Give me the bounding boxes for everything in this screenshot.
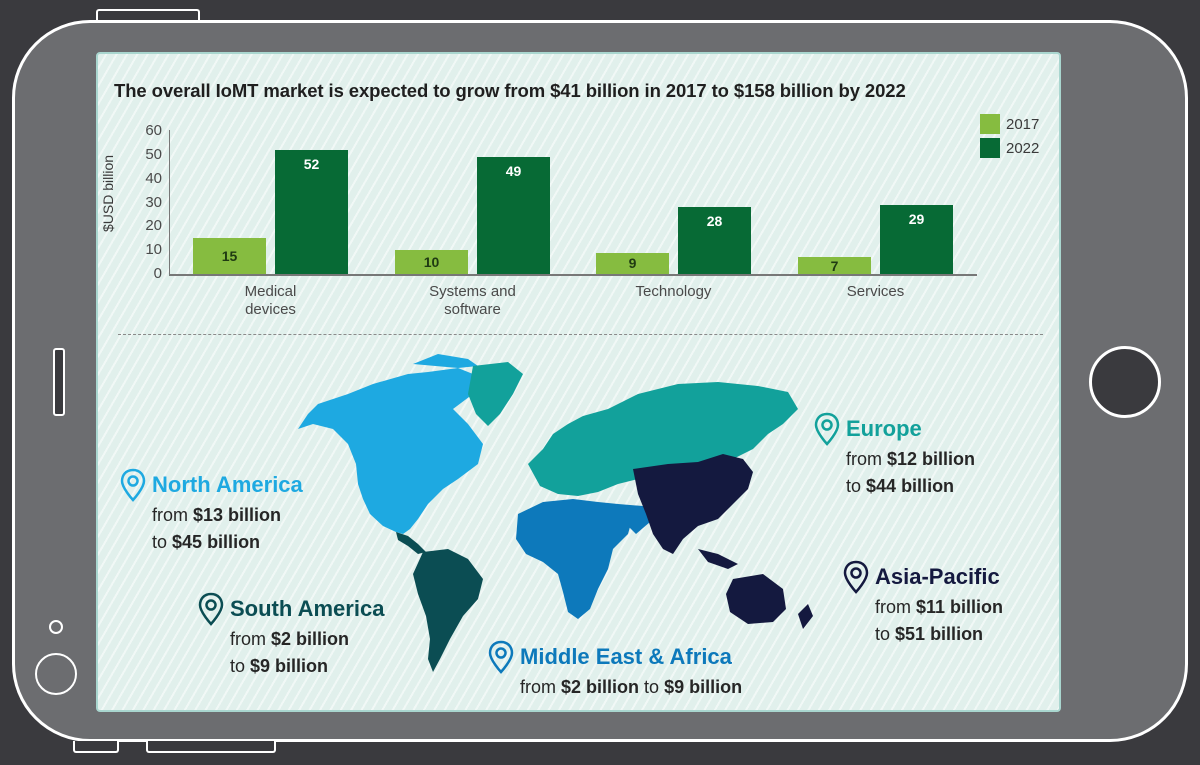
bar-value-label: 29 [908,210,925,227]
from-prefix: from [875,597,911,617]
to-value: $9 billion [250,656,329,676]
x-category-label: Systems and software [429,283,516,318]
infographic-screen: The overall IoMT market is expected to g… [96,52,1061,712]
legend-swatch-2017 [980,114,1000,134]
x-category-label: Medical devices [244,283,297,318]
map-greenland [468,362,523,426]
bar-2022: 52 [275,150,348,274]
bar-value-label: 28 [706,213,723,230]
to-prefix: to [230,656,246,676]
region-name: Europe [846,416,922,441]
bar-value-label: 9 [628,255,637,272]
region-name: Middle East & Africa [520,644,732,669]
from-value: $2 billion [561,677,640,697]
to-value: $51 billion [895,624,984,644]
map-pin-icon [488,640,514,674]
legend-item-2017: 2017 [980,114,1039,134]
region-europe: Europe from $12 billion to $44 billion [814,412,975,500]
x-category-label: Services [846,283,905,300]
bar-value-label: 15 [221,248,238,265]
device-camera-icon [35,653,77,695]
from-value: $2 billion [271,629,350,649]
bar-value-label: 10 [423,254,440,271]
map-middle-east-africa [516,499,650,619]
world-map [298,354,813,672]
region-name: Asia-Pacific [875,564,1000,589]
device-bottom-button-right [146,741,276,753]
to-prefix: to [644,677,660,697]
map-pin-icon [198,592,224,626]
map-pin-icon [814,412,840,446]
region-name: North America [152,472,303,497]
map-asia-pacific [633,454,813,629]
bar-value-label: 52 [303,156,320,173]
map-pin-icon [120,468,146,502]
y-tick-label: 20 [145,217,162,235]
device-top-button [96,9,200,21]
bar-2022: 28 [678,207,751,274]
to-value: $45 billion [172,532,261,552]
from-prefix: from [520,677,556,697]
region-name: South America [230,596,385,621]
bar-2022: 49 [477,157,550,274]
device-bottom-button-left [73,741,119,753]
y-tick-label: 40 [145,169,162,187]
legend-label-2017: 2017 [1006,115,1040,133]
y-axis-label: $USD billion [100,154,116,232]
device-speaker-slot [53,348,65,416]
y-axis-line [169,130,170,275]
x-category-label: Technology [635,283,712,300]
bar-2017: 15 [193,238,266,274]
bar-2017: 9 [596,252,669,274]
region-south-america: South America from $2 billion to $9 bill… [198,592,384,680]
from-prefix: from [152,505,188,525]
map-north-america [298,354,483,534]
region-asia-pacific: Asia-Pacific from $11 billion to $51 bil… [843,560,1003,648]
to-value: $9 billion [664,677,743,697]
map-south-america [413,549,483,672]
y-tick-label: 10 [145,241,162,259]
section-divider [118,334,1043,335]
bar-2022: 29 [880,204,953,274]
bar-2017: 7 [798,257,871,274]
x-axis-line [169,274,977,276]
to-prefix: to [875,624,891,644]
bar-2017: 10 [395,250,468,274]
bar-value-label: 7 [830,257,839,274]
to-value: $44 billion [866,476,955,496]
legend-label-2022: 2022 [1006,139,1040,157]
y-tick-label: 50 [145,145,162,163]
from-prefix: from [230,629,266,649]
region-middle-east-africa: Middle East & Africa from $2 billion to … [488,640,742,701]
from-value: $12 billion [887,449,976,469]
device-sensor-icon [49,620,63,634]
from-value: $13 billion [193,505,282,525]
region-north-america: North America from $13 billion to $45 bi… [120,468,303,556]
map-pin-icon [843,560,869,594]
to-prefix: to [152,532,168,552]
from-prefix: from [846,449,882,469]
y-tick-label: 0 [153,265,162,282]
y-tick-label: 60 [145,122,162,139]
bar-value-label: 49 [505,163,522,180]
chart-title: The overall IoMT market is expected to g… [114,80,906,101]
home-button[interactable] [1089,346,1161,418]
legend-swatch-2022 [980,138,1000,158]
y-tick-label: 30 [145,193,162,211]
map-europe [528,382,798,496]
to-prefix: to [846,476,862,496]
legend-item-2022: 2022 [980,138,1039,158]
from-value: $11 billion [916,597,1004,617]
